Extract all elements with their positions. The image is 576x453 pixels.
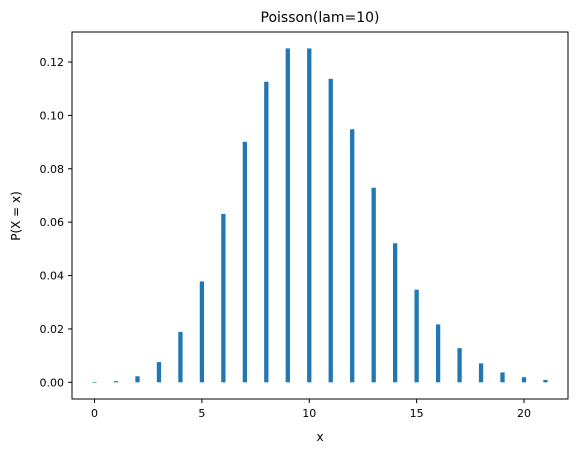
plot-frame — [71, 31, 569, 400]
bar-x-16 — [435, 324, 441, 383]
y-tick-label-0.10: 0.10 — [40, 109, 65, 122]
bars-group — [92, 48, 548, 383]
bar-x-12 — [350, 129, 355, 383]
bar-x-13 — [371, 187, 376, 383]
bar-x-19 — [500, 372, 505, 383]
y-tick-label-0.02: 0.02 — [40, 323, 65, 336]
y-axis-label: P(X = x) — [9, 191, 23, 241]
y-tick-label-0.12: 0.12 — [40, 56, 65, 69]
x-tick-label-20: 20 — [517, 407, 531, 420]
y-tick-label-0.08: 0.08 — [40, 163, 65, 176]
y-ticks-group: 0.00 0.02 0.04 0.06 0.08 0.10 0.12 — [40, 56, 72, 389]
bar-x-20 — [521, 377, 527, 383]
bar-x-7 — [242, 141, 247, 383]
bar-x-15 — [414, 289, 419, 383]
bar-x-5 — [199, 281, 205, 383]
y-tick-label-0.04: 0.04 — [40, 270, 65, 283]
bar-x-21 — [543, 379, 548, 383]
bar-x-17 — [457, 348, 462, 383]
x-tick-label-5: 5 — [198, 407, 205, 420]
bar-x-0 — [92, 382, 97, 383]
x-axis-label: x — [316, 430, 323, 444]
x-ticks-group: 0 5 10 15 20 — [91, 399, 531, 420]
bar-x-9 — [285, 48, 290, 383]
bar-x-1 — [113, 381, 119, 383]
bar-x-18 — [478, 363, 484, 383]
bar-x-3 — [156, 362, 162, 383]
x-tick-label-10: 10 — [302, 407, 316, 420]
bar-x-6 — [221, 213, 226, 383]
y-tick-label-0.06: 0.06 — [40, 216, 65, 229]
x-tick-label-0: 0 — [91, 407, 98, 420]
y-tick-label-0.00: 0.00 — [40, 376, 65, 389]
plot-area — [72, 32, 568, 399]
bar-x-14 — [393, 243, 398, 383]
bar-x-4 — [178, 331, 183, 383]
bar-x-8 — [264, 81, 269, 383]
bar-x-11 — [328, 78, 333, 383]
bar-x-2 — [135, 376, 140, 383]
bar-x-10 — [307, 48, 312, 383]
chart-title: Poisson(lam=10) — [261, 10, 380, 26]
x-tick-label-15: 15 — [410, 407, 424, 420]
